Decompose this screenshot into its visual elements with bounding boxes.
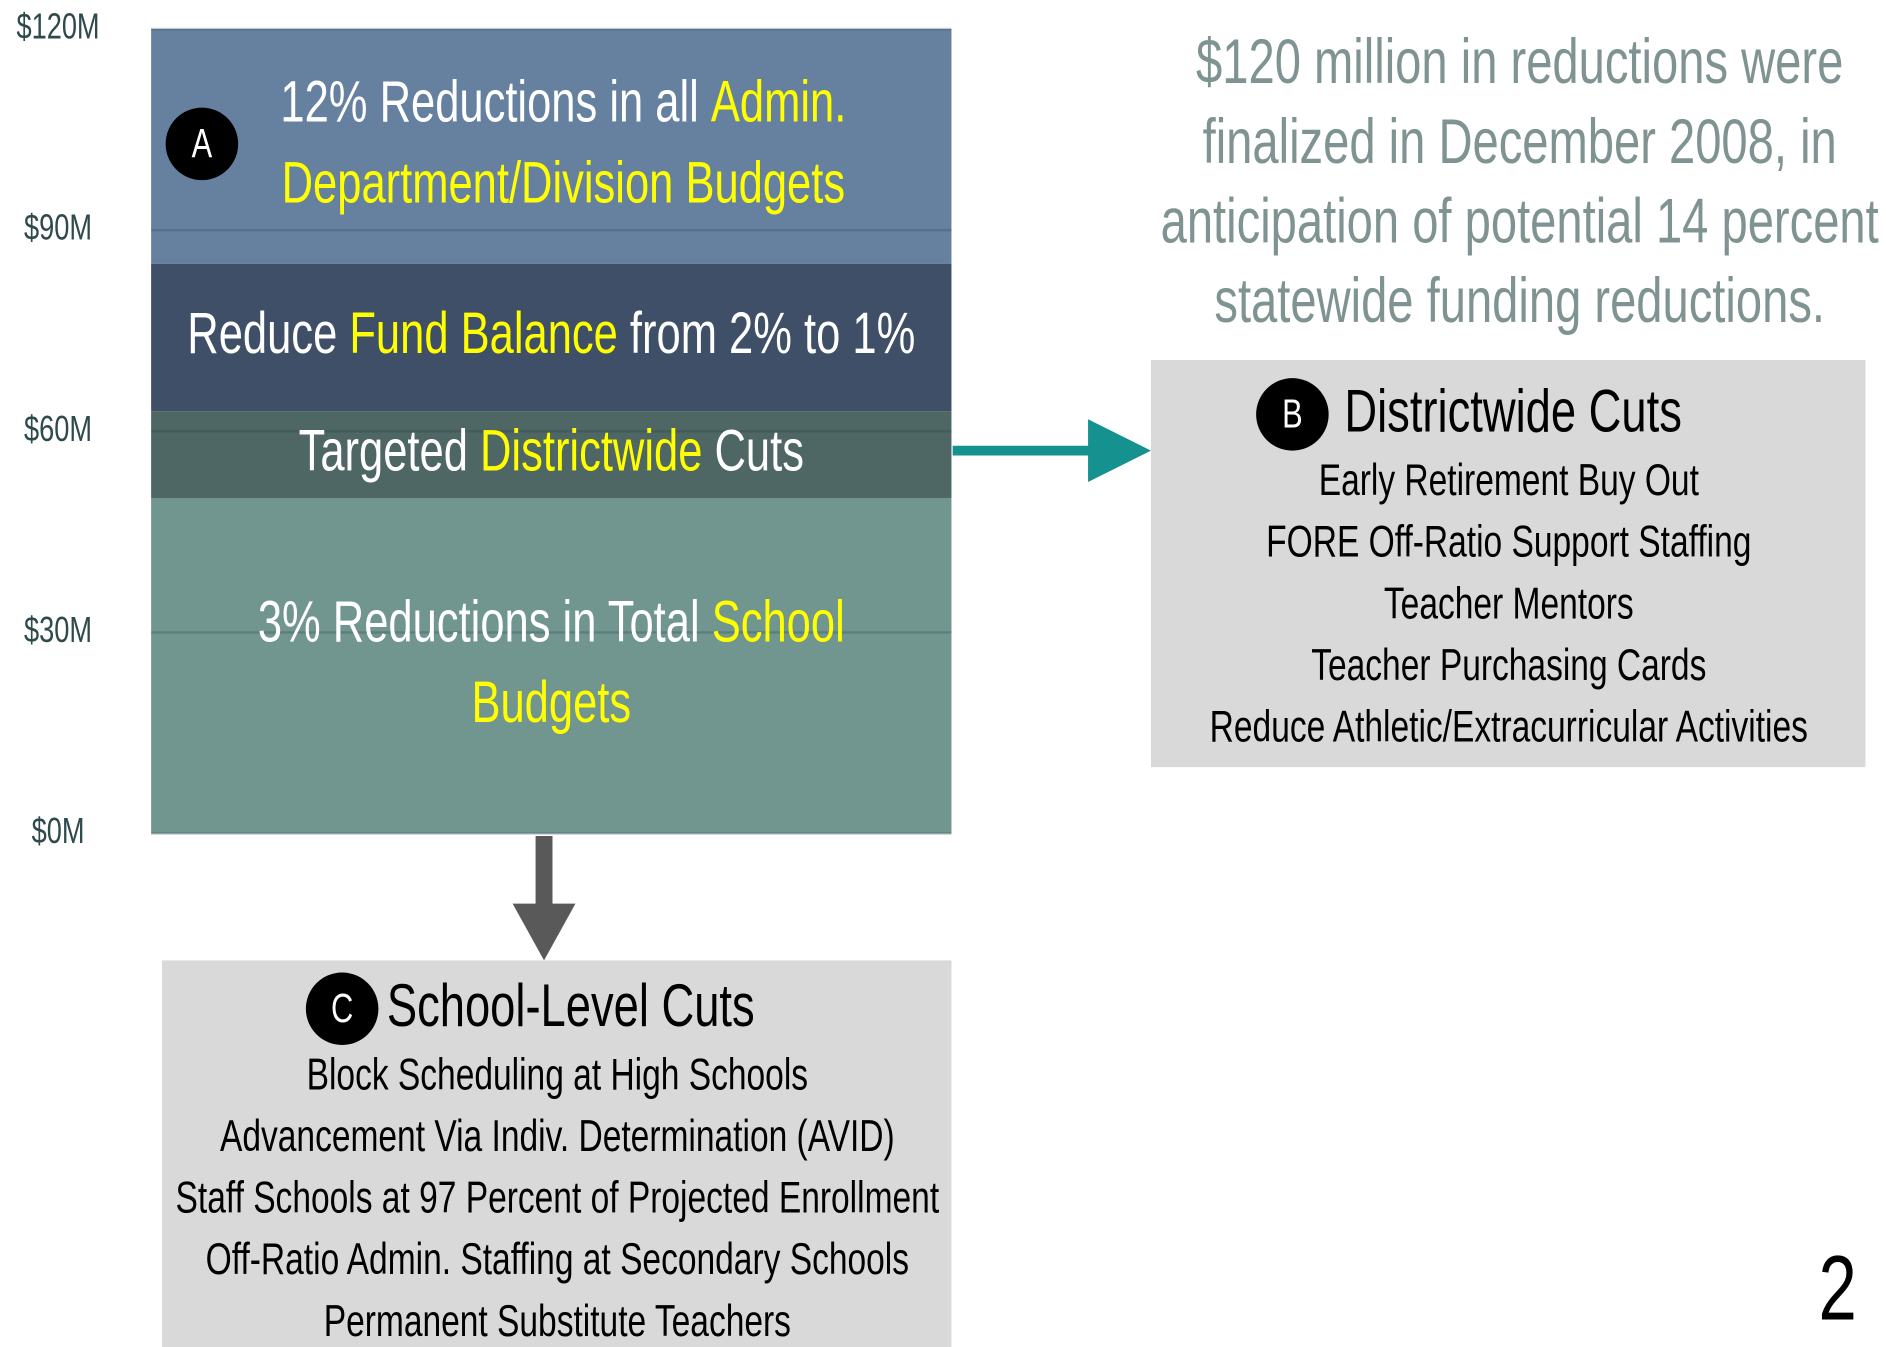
arrow-head: [512, 903, 576, 961]
segment-label-part: Cuts: [702, 418, 804, 482]
segment-label-part: 3% Reductions in Total: [258, 589, 712, 653]
badge: [165, 107, 239, 181]
bar-segment: [151, 28, 952, 264]
badge: [305, 972, 379, 1045]
bar-segment: [151, 411, 952, 499]
box-item: Permanent Substitute Teachers: [324, 1296, 791, 1346]
y-tick-label: $120M: [16, 6, 99, 47]
box-item: Off-Ratio Admin. Staffing at Secondary S…: [206, 1235, 909, 1285]
segment-label-part: School: [712, 589, 845, 653]
segment-label-part: from 2% to 1%: [618, 301, 915, 365]
y-tick-label: $30M: [24, 609, 92, 650]
annotation: finalized in December 2008, in: [1203, 106, 1837, 176]
annotation: statewide funding reductions.: [1214, 266, 1825, 336]
annotation: anticipation of potential 14 percent: [1161, 186, 1880, 256]
segment-label-part: Districtwide: [480, 418, 702, 482]
page-number: 2: [1818, 1238, 1856, 1340]
segment-label: Budgets: [471, 670, 631, 734]
school-box: [162, 960, 952, 1347]
badge-letter: C: [331, 985, 353, 1031]
box-item: Staff Schools at 97 Percent of Projected…: [176, 1173, 940, 1223]
box-heading: School-Level Cuts: [387, 973, 755, 1040]
badge-letter: A: [192, 120, 213, 166]
segment-label-part: Fund Balance: [349, 301, 617, 365]
box-item: Early Retirement Buy Out: [1319, 455, 1699, 505]
badge-letter: B: [1282, 390, 1303, 436]
segment-label-part: Admin.: [711, 69, 846, 133]
box-item: Block Scheduling at High Schools: [307, 1050, 808, 1100]
box-item: Advancement Via Indiv. Determination (AV…: [220, 1111, 895, 1161]
badge: [1256, 378, 1329, 451]
segment-label: Reduce Fund Balance from 2% to 1%: [187, 301, 915, 365]
box-heading: Districtwide Cuts: [1344, 378, 1681, 445]
bar-segment: [151, 263, 952, 412]
segment-label: 12% Reductions in all Admin.: [280, 69, 846, 133]
arrow-head: [1088, 419, 1151, 483]
segment-label: Department/Division Budgets: [282, 150, 845, 214]
segment-label-part: Budgets: [471, 670, 631, 734]
annotation: $120 million in reductions were: [1196, 26, 1843, 96]
segment-label-part: 12% Reductions in all: [280, 69, 711, 133]
segment-label: 3% Reductions in Total School: [258, 589, 845, 653]
y-tick-label: $90M: [24, 207, 92, 248]
segment-label-part: Targeted: [299, 418, 480, 482]
segment-label-part: Reduce: [187, 301, 349, 365]
bar-segment: [151, 498, 952, 834]
segment-label: Targeted Districtwide Cuts: [299, 418, 804, 482]
box-item: Teacher Mentors: [1384, 579, 1634, 629]
y-tick-label: $0M: [32, 810, 85, 851]
box-item: FORE Off-Ratio Support Staffing: [1266, 517, 1751, 567]
box-item: Reduce Athletic/Extracurricular Activiti…: [1210, 702, 1808, 752]
segment-label-part: Department/Division Budgets: [282, 150, 845, 214]
box-item: Teacher Purchasing Cards: [1311, 640, 1706, 690]
y-tick-label: $60M: [24, 408, 92, 449]
